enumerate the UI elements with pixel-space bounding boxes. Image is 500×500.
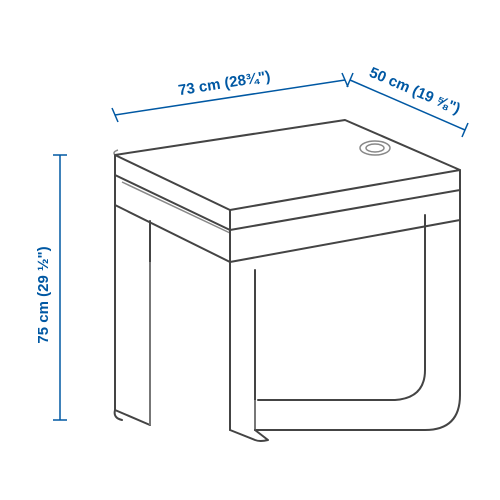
dimension-depth-label: 50 cm (19 ⅝") bbox=[367, 64, 463, 118]
cable-port bbox=[360, 141, 390, 155]
dimension-height-label: 75 cm (29 ½") bbox=[35, 246, 52, 343]
desk-dimension-diagram: 73 cm (28¾") 50 cm (19 ⅝") 75 cm (29 ½") bbox=[0, 0, 500, 500]
desk-outline bbox=[114, 120, 460, 460]
dimension-depth: 50 cm (19 ⅝") bbox=[347, 64, 468, 137]
dimension-width-label: 73 cm (28¾") bbox=[177, 68, 272, 99]
dimension-height: 75 cm (29 ½") bbox=[35, 155, 67, 420]
